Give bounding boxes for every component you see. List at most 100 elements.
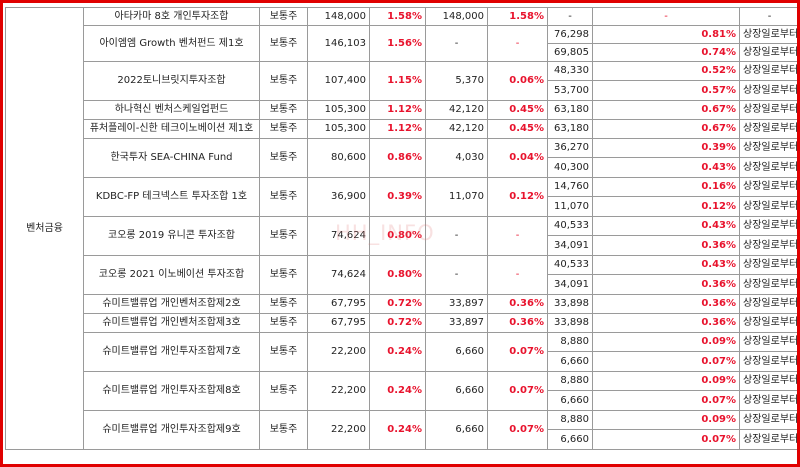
holder-name: 하나혁신 벤처스케일업펀드 (83, 100, 260, 120)
lockup-share-percent: - (487, 255, 548, 295)
holder-name: 퓨처플레이-신한 테크이노베이션 제1호 (83, 119, 260, 139)
lockup-period: 상장일로부터 1개월 (739, 119, 797, 139)
sub-share-count: 63,180 (547, 119, 593, 139)
share-percent: 1.15% (369, 61, 426, 101)
lockup-share-count: 33,897 (425, 313, 488, 333)
holder-name: 슈미트밸류업 개인벤처조합제3호 (83, 313, 260, 333)
sub-share-percent: 0.39% (591, 138, 741, 158)
table-row: 아이엠엠 Growth 벤처펀드 제1호 보통주 146,103 1.56% - -76,… (6, 25, 797, 62)
lockup-period: 상장일로부터 3개월 (739, 43, 797, 62)
share-count: 148,000 (307, 7, 370, 26)
share-count: 74,624 (307, 216, 370, 256)
sub-share-count: 63,180 (547, 100, 593, 120)
sub-share-percent: - (591, 7, 741, 26)
holder-name: 아타카마 8호 개인투자조합 (83, 7, 260, 26)
shareholder-table: 벤처금융 아타카마 8호 개인투자조합 보통주 148,000 1.58% 148,000… (5, 7, 797, 450)
lockup-share-count: 33,897 (425, 294, 488, 314)
sub-share-percent: 0.16% (591, 177, 741, 197)
table-row: 슈미트밸류업 개인투자조합제9호 보통주 22,200 0.24% 6,660 0.07%… (6, 410, 797, 450)
table-row: 하나혁신 벤처스케일업펀드 보통주 105,300 1.12% 42,120 0.45% 6… (6, 100, 797, 120)
lockup-period: 상장일로부터 1개월 (739, 410, 797, 430)
sub-share-percent: 0.81% (591, 25, 741, 44)
share-type: 보통주 (259, 100, 308, 120)
lockup-share-count: 6,660 (425, 410, 488, 450)
sub-share-count: 69,805 (547, 43, 593, 62)
sub-share-count: 40,300 (547, 157, 593, 178)
sub-share-count: 34,091 (547, 235, 593, 256)
lockup-period: 상장일로부터 3개월 (739, 274, 797, 295)
share-type: 보통주 (259, 138, 308, 178)
lockup-period: 상장일로부터 1개월 (739, 294, 797, 314)
share-count: 105,300 (307, 100, 370, 120)
holder-name: 슈미트밸류업 개인투자조합제9호 (83, 410, 260, 450)
lockup-period: 상장일로부터 3개월 (739, 157, 797, 178)
share-type: 보통주 (259, 255, 308, 295)
sub-share-percent: 0.36% (591, 313, 741, 333)
share-type: 보통주 (259, 61, 308, 101)
holder-name: KDBC-FP 테크넥스트 투자조합 1호 (83, 177, 260, 217)
sub-share-count: 76,298 (547, 25, 593, 44)
sub-share-count: 6,660 (547, 351, 593, 372)
holder-name: 2022토니브릿지투자조합 (83, 61, 260, 101)
share-percent: 0.72% (369, 294, 426, 314)
table-row: 슈미트밸류업 개인투자조합제7호 보통주 22,200 0.24% 6,660 0.07%… (6, 332, 797, 372)
holder-name: 아이엠엠 Growth 벤처펀드 제1호 (83, 25, 260, 62)
sub-share-count: 8,880 (547, 410, 593, 430)
lockup-share-percent: 0.07% (487, 371, 548, 411)
share-count: 22,200 (307, 371, 370, 411)
lockup-share-count: 42,120 (425, 100, 488, 120)
sub-share-percent: 0.43% (591, 216, 741, 236)
lockup-share-count: - (425, 216, 488, 256)
lockup-share-percent: 0.45% (487, 119, 548, 139)
lockup-share-percent: 0.12% (487, 177, 548, 217)
share-percent: 0.72% (369, 313, 426, 333)
table-row: 슈미트밸류업 개인벤처조합제3호 보통주 67,795 0.72% 33,897 0.36… (6, 313, 797, 333)
sub-share-percent: 0.36% (591, 294, 741, 314)
sub-share-count: 6,660 (547, 429, 593, 450)
lockup-share-count: 6,660 (425, 332, 488, 372)
lockup-period: 상장일로부터 1개월 (739, 216, 797, 236)
sub-share-percent: 0.43% (591, 255, 741, 275)
holder-name: 슈미트밸류업 개인벤처조합제2호 (83, 294, 260, 314)
category-cell: 벤처금융 (5, 7, 84, 450)
holder-name: 한국투자 SEA-CHINA Fund (83, 138, 260, 178)
sub-share-count: 14,760 (547, 177, 593, 197)
sub-share-percent: 0.52% (591, 61, 741, 81)
sub-share-percent: 0.07% (591, 429, 741, 450)
share-type: 보통주 (259, 332, 308, 372)
lockup-share-percent: - (487, 25, 548, 62)
lockup-share-count: - (425, 255, 488, 295)
share-type: 보통주 (259, 7, 308, 26)
share-count: 22,200 (307, 410, 370, 450)
share-type: 보통주 (259, 313, 308, 333)
share-count: 146,103 (307, 25, 370, 62)
lockup-share-percent: 0.04% (487, 138, 548, 178)
sub-share-count: 11,070 (547, 196, 593, 217)
share-count: 67,795 (307, 294, 370, 314)
sub-share-percent: 0.67% (591, 100, 741, 120)
lockup-period: 상장일로부터 1개월 (739, 371, 797, 391)
sub-share-percent: 0.09% (591, 332, 741, 352)
lockup-period: 상장일로부터 1개월 (739, 255, 797, 275)
table-row: 슈미트밸류업 개인투자조합제8호 보통주 22,200 0.24% 6,660 0.07%… (6, 371, 797, 411)
share-count: 80,600 (307, 138, 370, 178)
sub-share-percent: 0.57% (591, 80, 741, 101)
sub-share-percent: 0.36% (591, 274, 741, 295)
share-type: 보통주 (259, 25, 308, 62)
sub-share-count: 34,091 (547, 274, 593, 295)
lockup-period: 상장일로부터 3개월 (739, 80, 797, 101)
sub-share-percent: 0.67% (591, 119, 741, 139)
share-percent: 1.12% (369, 100, 426, 120)
sub-share-count: 33,898 (547, 313, 593, 333)
lockup-period: 상장일로부터 3개월 (739, 390, 797, 411)
sub-share-count: 33,898 (547, 294, 593, 314)
table-row: 코오롱 2019 유니콘 투자조합 보통주 74,624 0.80% - -40,533 0… (6, 216, 797, 256)
share-count: 107,400 (307, 61, 370, 101)
share-type: 보통주 (259, 177, 308, 217)
lockup-period: 상장일로부터 1개월 (739, 100, 797, 120)
